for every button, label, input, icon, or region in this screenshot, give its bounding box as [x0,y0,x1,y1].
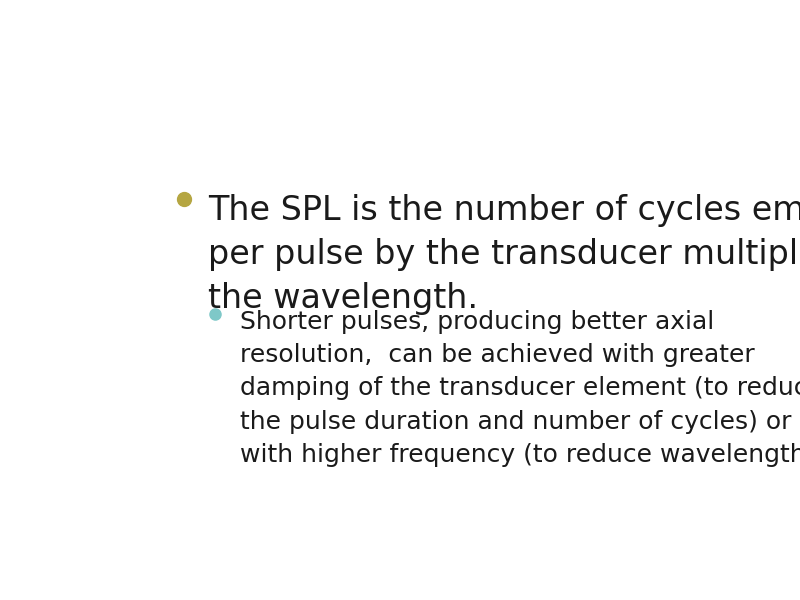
Text: Shorter pulses, producing better axial: Shorter pulses, producing better axial [239,310,714,334]
Text: The SPL is the number of cycles emitted: The SPL is the number of cycles emitted [209,194,800,227]
Text: the pulse duration and number of cycles) or: the pulse duration and number of cycles)… [239,410,791,434]
Text: resolution,  can be achieved with greater: resolution, can be achieved with greater [239,343,754,367]
Text: damping of the transducer element (to reduce: damping of the transducer element (to re… [239,376,800,400]
Text: the wavelength.: the wavelength. [209,282,478,315]
Text: per pulse by the transducer multiplied by: per pulse by the transducer multiplied b… [209,238,800,271]
Text: with higher frequency (to reduce wavelength).: with higher frequency (to reduce wavelen… [239,443,800,467]
